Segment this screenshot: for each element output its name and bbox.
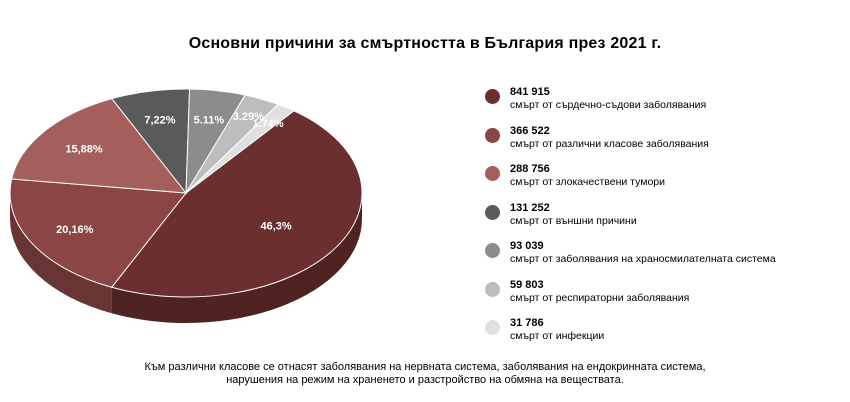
legend-item: 288 756 смърт от злокачествени тумори (485, 161, 845, 201)
pie-side-2 (10, 193, 112, 314)
pie-label-7: 1.74% (252, 118, 283, 130)
legend-swatch (485, 281, 500, 297)
legend-label: смърт от сърдечно-съдови заболявания (510, 99, 707, 111)
footnote-line-2: нарушения на режим на храненето и разстр… (226, 374, 624, 386)
pie-slice-6 (185, 94, 279, 194)
legend-label: смърт от заболявания на храносмилателнат… (510, 253, 776, 265)
legend-item: 366 522 смърт от различни класове заболяв… (485, 123, 845, 163)
legend-item: 93 039 смърт от заболявания на храносмила… (485, 238, 845, 278)
footnote: Към различни класове се отнасят заболява… (0, 361, 850, 387)
legend-value: 31 786 (510, 317, 544, 329)
pie-slice-1 (110, 110, 363, 298)
pie-label-4: 7,22% (144, 115, 175, 127)
pie-label-5: 5.11% (194, 114, 225, 126)
pie-label-3: 15,88% (65, 144, 103, 156)
pie-chart: 1.74% 46,3% 20,16% 15,88% 7,22% 5.11% 3.29% (9, 88, 363, 323)
legend-swatch (485, 243, 500, 258)
legend-item: 59 803 смърт от респираторни заболявания (485, 277, 845, 317)
pie-side-1 (111, 193, 362, 323)
pie-label-6: 3.29% (233, 111, 264, 123)
legend-item: 131 252 смърт от външни причини (485, 200, 845, 240)
legend-value: 59 803 (510, 278, 544, 291)
legend-value: 131 252 (510, 201, 550, 214)
legend-label: смърт от външни причини (510, 214, 637, 227)
pie-label-2: 20,16% (56, 224, 94, 236)
legend-swatch (485, 204, 500, 220)
footnote-line-1: Към различни класове се отнасят заболява… (144, 361, 706, 373)
chart-title: Основни причини за смъртността в Българи… (188, 35, 662, 52)
pie-label-1: 46,3% (261, 221, 292, 233)
legend-label: смърт от злокачествени тумори (510, 176, 665, 188)
legend-label: смърт от респираторни заболявания (510, 291, 690, 304)
legend-swatch (485, 127, 500, 143)
legend-value: 93 039 (510, 240, 544, 252)
pie-slice-3 (10, 98, 188, 194)
legend-swatch (485, 166, 500, 181)
legend-label: смърт от инфекции (510, 330, 605, 342)
legend-value: 288 756 (510, 163, 550, 175)
legend-value: 841 915 (510, 86, 550, 98)
legend-label: смърт от различни класове заболявания (510, 137, 709, 150)
legend-swatch (485, 320, 500, 335)
pie-slice-2 (9, 178, 187, 288)
legend-item: 31 786 смърт от инфекции (485, 315, 845, 355)
legend-value: 366 522 (510, 124, 550, 137)
legend-item: 841 915 смърт от сърдечно-съдови заболява… (485, 84, 845, 124)
legend-swatch (485, 89, 500, 104)
